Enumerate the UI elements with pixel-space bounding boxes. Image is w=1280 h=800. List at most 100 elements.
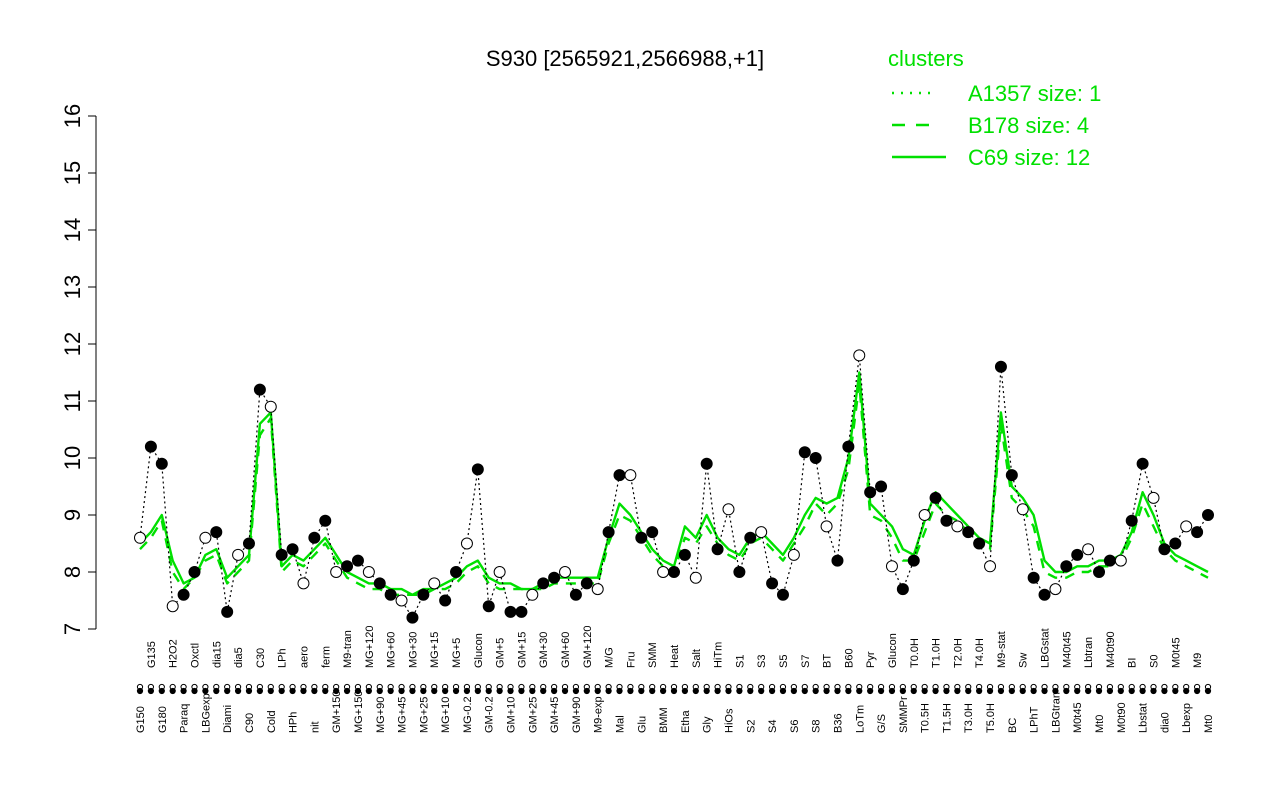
x-tick-label: SMMPr	[898, 696, 910, 733]
x-tick-marker	[845, 687, 852, 695]
data-point	[766, 577, 779, 590]
data-point	[929, 491, 942, 504]
x-tick-marker	[703, 687, 710, 695]
x-tick-marker	[474, 687, 481, 695]
x-tick-marker	[681, 687, 688, 695]
data-point	[166, 600, 179, 613]
x-tick-label: MG-0.2	[462, 696, 474, 733]
x-tick-label: T5.0H	[985, 703, 997, 733]
data-point	[809, 452, 822, 464]
data-point	[744, 531, 757, 544]
chart-title: S930 [2565921,2566988,+1]	[486, 46, 764, 71]
x-tick-label: Fru	[625, 652, 637, 669]
x-tick-label: S1	[734, 655, 746, 668]
data-point	[221, 605, 234, 618]
x-tick-label: LBGtran	[1050, 692, 1062, 733]
data-point	[155, 457, 168, 470]
data-point	[1191, 526, 1204, 539]
x-tick-marker	[747, 687, 754, 695]
x-tick-label: T0.0H	[909, 638, 921, 668]
x-tick-marker	[888, 687, 896, 695]
data-point	[1147, 491, 1160, 504]
data-point	[1158, 543, 1171, 556]
x-tick-marker	[354, 687, 362, 695]
x-tick-label: MG+30	[407, 632, 419, 668]
x-tick-marker	[485, 687, 492, 695]
x-tick-marker	[234, 687, 242, 695]
x-tick-label: GM-0.2	[484, 696, 496, 733]
x-tick-label: MG+150	[353, 691, 365, 734]
x-tick-marker	[867, 687, 874, 695]
x-tick-marker	[1008, 687, 1015, 695]
x-tick-label: MG+25	[418, 697, 430, 733]
x-tick-marker	[997, 687, 1005, 695]
x-tick-label: MG+10	[440, 697, 452, 733]
data-point	[678, 548, 691, 561]
data-point	[504, 605, 517, 618]
x-tick-marker	[638, 687, 645, 695]
x-tick-label: T1.0H	[931, 638, 943, 668]
x-tick-label: BI	[1127, 658, 1139, 668]
x-tick-marker	[986, 687, 994, 695]
x-tick-label: GM+60	[560, 632, 572, 668]
data-point	[755, 526, 768, 539]
data-point	[1071, 548, 1084, 561]
data-point	[951, 520, 964, 533]
x-tick-marker	[627, 687, 634, 695]
data-point	[885, 560, 898, 573]
x-tick-marker	[670, 687, 678, 695]
x-tick-label: T1.5H	[941, 703, 953, 733]
x-tick-label: S5	[778, 655, 790, 668]
x-tick-label: MG+60	[386, 632, 398, 668]
x-tick-label: S8	[811, 720, 823, 733]
x-tick-marker	[660, 687, 667, 695]
x-tick-label: Glu	[636, 716, 648, 733]
data-point	[624, 469, 637, 482]
x-tick-label: GM+30	[538, 632, 550, 668]
x-ticks: G150 G135 G180 H2O2 Paraq Oxctl LBGexp dia15 Dia…	[135, 626, 1215, 734]
data-point	[1093, 566, 1106, 578]
x-tick-label: Paraq	[179, 704, 191, 733]
data-point	[973, 537, 986, 550]
x-tick-marker	[529, 687, 536, 695]
x-tick-marker	[158, 687, 165, 695]
x-tick-label: S3	[756, 655, 768, 668]
x-tick-marker	[1052, 687, 1059, 695]
x-tick-label: C90	[244, 713, 256, 733]
x-tick-label: Etha	[680, 709, 692, 733]
x-tick-label: S2	[745, 720, 757, 733]
x-tick-label: C30	[255, 648, 267, 668]
x-tick-marker	[834, 687, 841, 695]
x-tick-marker	[180, 687, 187, 695]
data-point	[635, 531, 648, 544]
data-point	[864, 486, 877, 499]
x-tick-marker	[932, 687, 939, 695]
data-point	[428, 577, 441, 590]
x-tick-label: T2.0H	[952, 638, 964, 668]
data-point	[711, 543, 724, 556]
y-tick-label: 16	[60, 104, 85, 128]
x-tick-marker	[1041, 687, 1048, 695]
data-point	[820, 520, 833, 533]
data-point	[537, 577, 550, 590]
x-tick-label: MG+120	[364, 626, 376, 669]
x-tick-marker	[725, 687, 732, 695]
x-tick-marker	[267, 687, 274, 695]
x-tick-label: nit	[309, 721, 321, 733]
x-tick-label: GM+150	[331, 691, 343, 734]
data-point	[1060, 560, 1073, 573]
x-tick-label: BT	[822, 654, 834, 668]
data-point	[460, 537, 473, 550]
data-point	[559, 566, 572, 578]
x-tick-marker	[616, 687, 623, 695]
x-tick-marker	[1095, 687, 1103, 695]
x-tick-label: BMM	[658, 707, 670, 733]
x-tick-label: GM+10	[506, 697, 518, 733]
x-tick-marker	[899, 687, 906, 695]
y-ticks: 7 8 9 10 11 12 13 14 15 16	[60, 104, 96, 635]
x-tick-marker	[801, 687, 808, 695]
x-tick-marker	[1139, 687, 1146, 695]
y-tick-label: 10	[60, 446, 85, 470]
data-point	[875, 480, 888, 493]
x-tick-marker	[452, 687, 460, 695]
